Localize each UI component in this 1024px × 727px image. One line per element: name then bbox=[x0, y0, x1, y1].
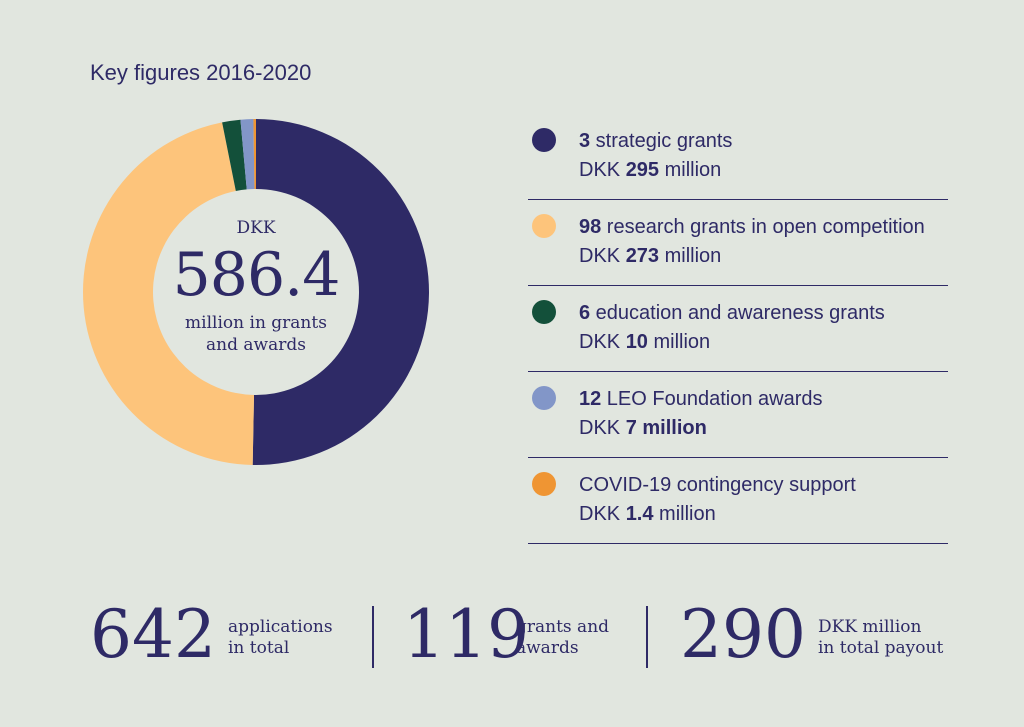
donut-slice-leo bbox=[240, 119, 255, 190]
center-subtitle-1: million in grants bbox=[185, 313, 327, 333]
stats-row: 642 applications in total 119 grants and… bbox=[0, 600, 1024, 670]
stat-grants-value: 119 bbox=[403, 596, 529, 673]
donut-slice-covid bbox=[253, 119, 256, 190]
legend-amount-suffix: million bbox=[653, 503, 716, 525]
center-subtitle-2: and awards bbox=[206, 335, 306, 355]
legend-label: education and awareness grants bbox=[590, 302, 885, 324]
legend-amount-suffix: million bbox=[659, 245, 722, 267]
legend-dot-icon bbox=[532, 386, 556, 410]
legend-amount: 10 bbox=[625, 331, 648, 353]
legend-label: COVID-19 contingency support bbox=[579, 474, 856, 496]
legend-label: strategic grants bbox=[590, 130, 733, 152]
stat-payout-label: DKK million in total payout bbox=[818, 617, 944, 658]
legend-amount: 295 bbox=[625, 159, 660, 181]
legend-count: 3 bbox=[579, 130, 591, 152]
legend-amount: 7 million bbox=[625, 417, 707, 439]
stat-divider bbox=[372, 606, 374, 668]
legend-label: LEO Foundation awards bbox=[601, 388, 823, 410]
donut-slice-education bbox=[222, 119, 247, 191]
legend-count: 12 bbox=[579, 388, 602, 410]
stat-divider bbox=[646, 606, 648, 668]
center-currency: DKK bbox=[236, 218, 276, 238]
legend-amount-prefix: DKK bbox=[579, 503, 626, 525]
legend-dot-icon bbox=[532, 214, 556, 238]
legend-item-research: 98 research grants in open competition D… bbox=[528, 200, 948, 286]
stat-grants-label: grants and awards bbox=[516, 617, 610, 658]
stat-payout-value: 290 bbox=[680, 596, 806, 673]
legend-count: 6 bbox=[579, 302, 591, 324]
legend-amount-prefix: DKK bbox=[579, 331, 626, 353]
legend-amount: 1.4 bbox=[625, 503, 654, 525]
legend-dot-icon bbox=[532, 300, 556, 324]
legend-amount-suffix: million bbox=[647, 331, 711, 353]
legend: 3 strategic grants DKK 295 million 98 re… bbox=[528, 114, 948, 544]
legend-amount-prefix: DKK bbox=[579, 159, 626, 181]
stat-applications-value: 642 bbox=[90, 596, 216, 673]
donut-slice-strategic bbox=[252, 119, 429, 465]
legend-item-covid: COVID-19 contingency support DKK 1.4 mil… bbox=[528, 458, 948, 544]
center-total: 586.4 bbox=[172, 240, 341, 310]
legend-amount-prefix: DKK bbox=[579, 417, 626, 439]
legend-item-strategic: 3 strategic grants DKK 295 million bbox=[528, 114, 948, 200]
legend-amount-suffix: million bbox=[659, 159, 722, 181]
legend-count: 98 bbox=[579, 216, 602, 238]
legend-label: research grants in open competition bbox=[601, 216, 925, 238]
legend-item-leo: 12 LEO Foundation awards DKK 7 million bbox=[528, 372, 948, 458]
legend-item-education: 6 education and awareness grants DKK 10 … bbox=[528, 286, 948, 372]
legend-dot-icon bbox=[532, 472, 556, 496]
page-title: Key figures 2016-2020 bbox=[90, 60, 312, 85]
donut-center-label: DKK 586.4 million in grants and awards bbox=[152, 218, 360, 356]
donut-slice-research bbox=[83, 122, 255, 465]
stat-applications-label: applications in total bbox=[228, 617, 333, 658]
legend-amount: 273 bbox=[625, 245, 660, 267]
legend-amount-prefix: DKK bbox=[579, 245, 626, 267]
legend-dot-icon bbox=[532, 128, 556, 152]
